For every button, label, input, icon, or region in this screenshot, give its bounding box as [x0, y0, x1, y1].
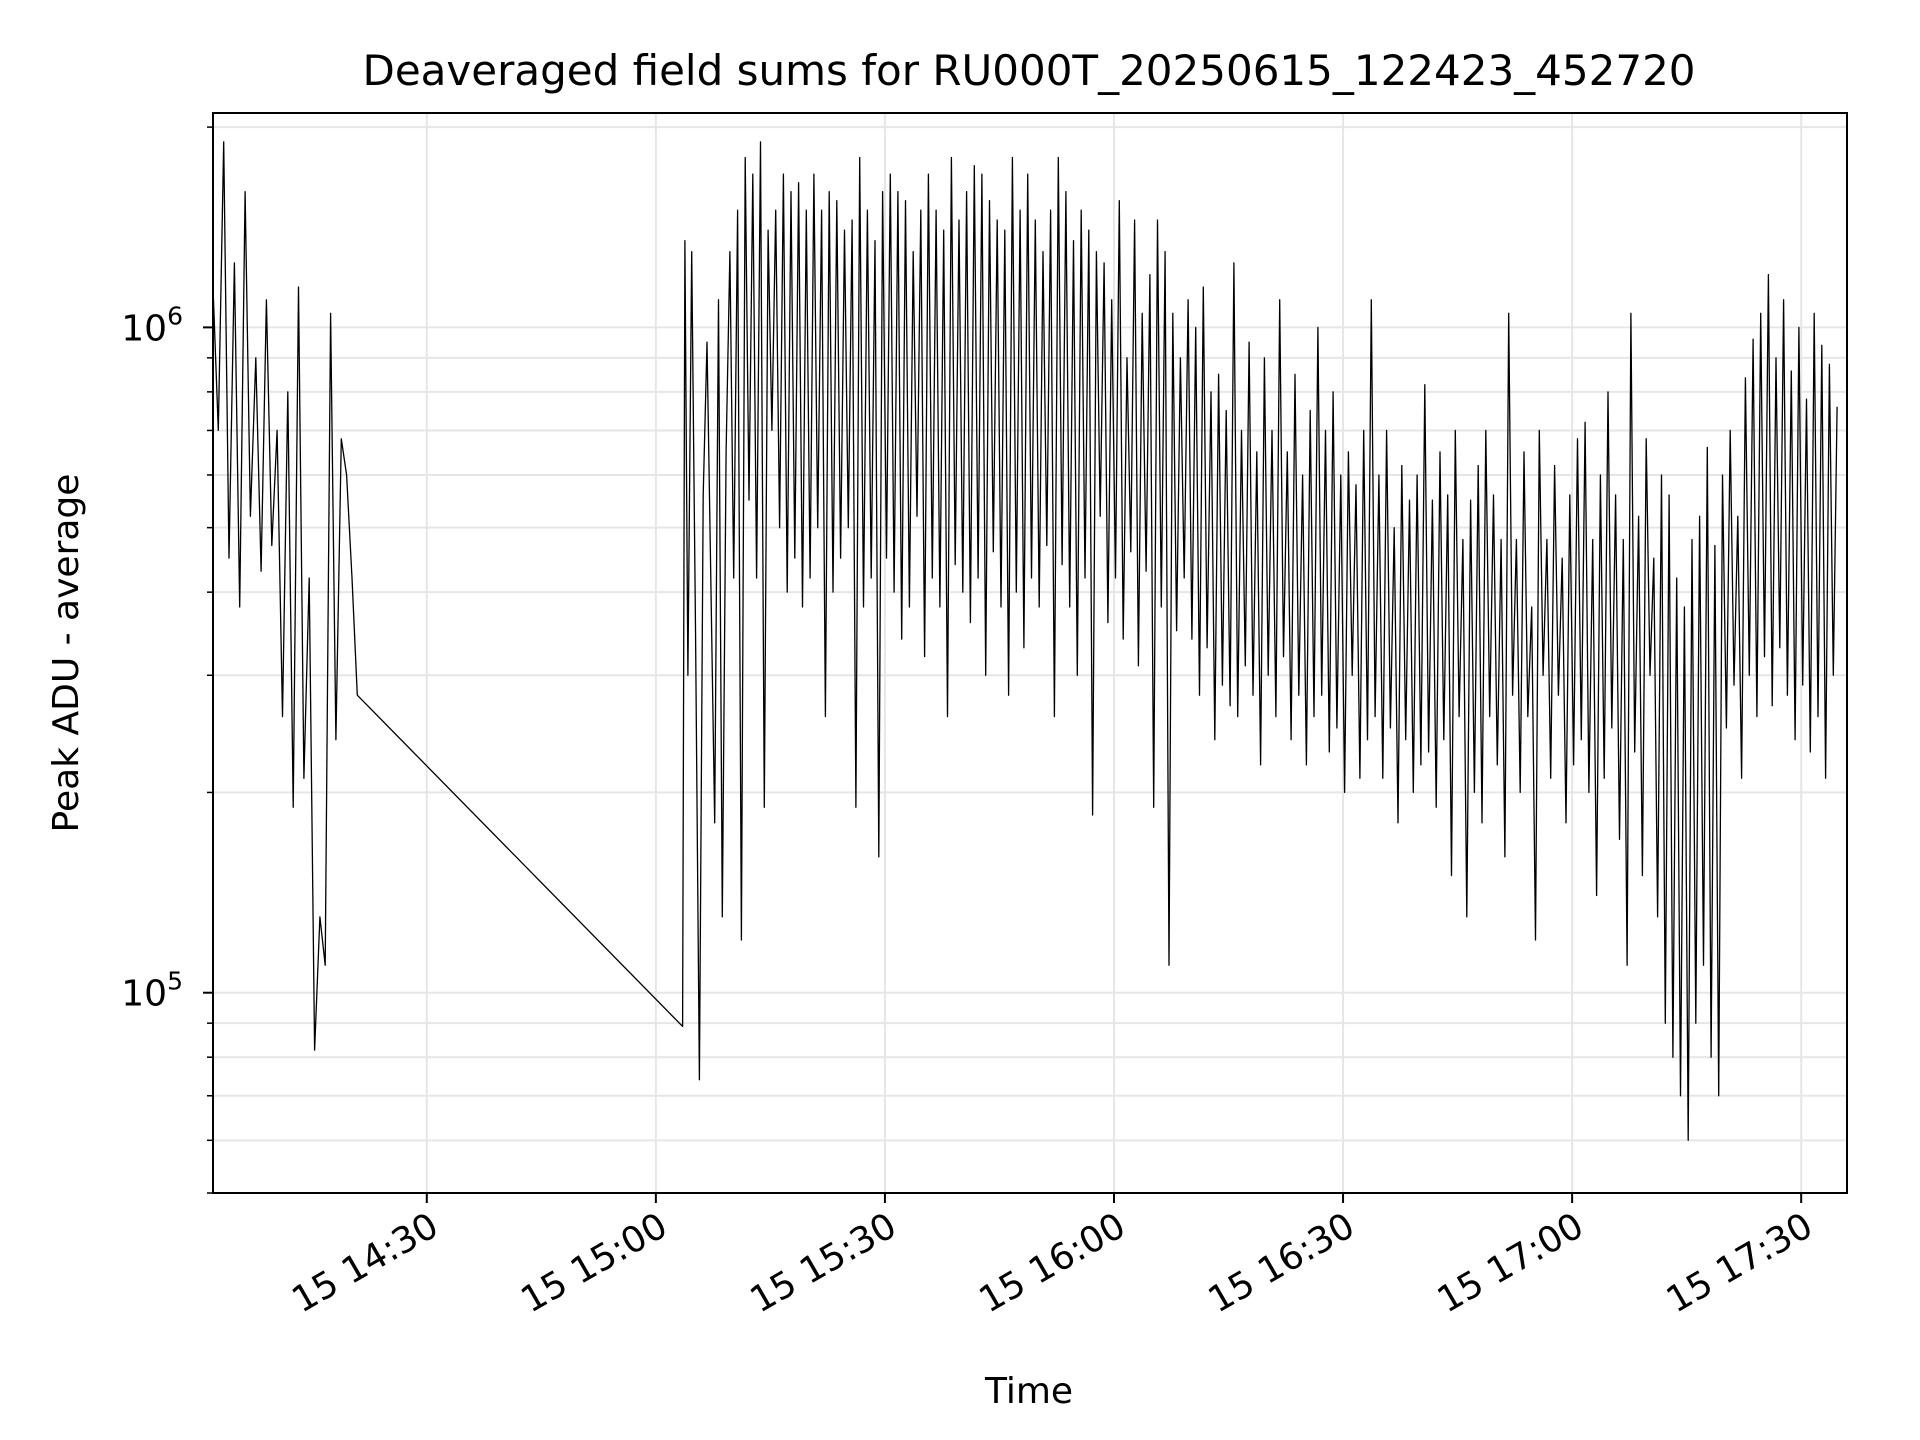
x-tick-label: 15 15:30 [743, 1205, 903, 1321]
data-series-line [212, 141, 1838, 1141]
chart-title: Deaveraged field sums for RU000T_2025061… [362, 46, 1695, 95]
x-tick-label: 15 17:00 [1431, 1205, 1591, 1321]
x-tick-label: 15 15:00 [514, 1205, 674, 1321]
plot-frame [212, 112, 1848, 1194]
x-tick-label: 15 16:30 [1202, 1205, 1362, 1321]
grid-lines [213, 113, 1847, 1194]
x-tick-label: 15 17:30 [1660, 1205, 1820, 1321]
y-axis-label: Peak ADU - average [46, 474, 87, 833]
y-tick-label: 106 [121, 301, 183, 349]
x-tick-label: 15 14:30 [285, 1205, 445, 1321]
x-axis: 15 14:30 15 15:00 15 15:30 15 16:00 15 16:30… [285, 1193, 1820, 1321]
x-axis-label: Time [984, 1371, 1073, 1412]
y-axis: 105 106 [121, 126, 213, 1194]
x-tick-label: 15 16:00 [973, 1205, 1133, 1321]
y-tick-label: 105 [121, 967, 183, 1015]
